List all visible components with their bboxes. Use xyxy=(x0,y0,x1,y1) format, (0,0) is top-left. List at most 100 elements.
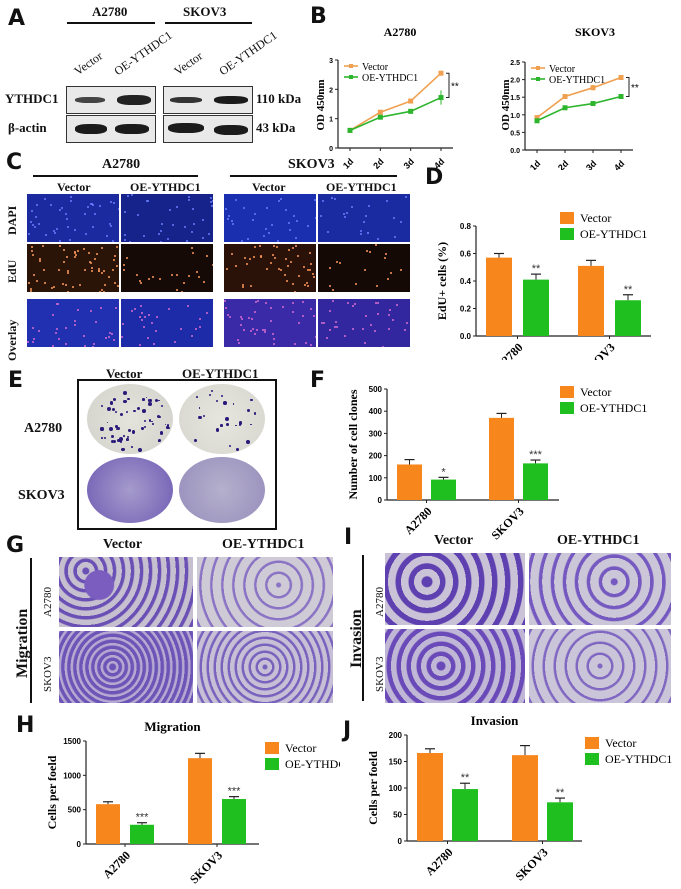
plate-skov3-vector xyxy=(87,457,173,523)
edu-image-edu-4 xyxy=(317,243,411,293)
svg-text:Vector: Vector xyxy=(605,736,636,750)
svg-text:***: *** xyxy=(228,786,242,798)
svg-text:0.6: 0.6 xyxy=(460,250,472,259)
svg-text:300: 300 xyxy=(369,429,383,438)
svg-text:4d: 4d xyxy=(612,158,627,170)
c-row-dapi: DAPI xyxy=(5,205,19,235)
svg-text:Vector: Vector xyxy=(580,385,611,399)
svg-text:**: ** xyxy=(451,81,459,92)
svg-text:SKOV3: SKOV3 xyxy=(579,340,617,360)
edu-image-edu-2 xyxy=(120,243,214,293)
edu-image-overlay-2 xyxy=(120,298,214,348)
svg-text:**: ** xyxy=(631,83,639,94)
svg-text:1500: 1500 xyxy=(63,737,81,746)
migration-a2780-vector xyxy=(58,556,194,628)
svg-text:**: ** xyxy=(556,787,565,799)
invasion-a2780-vector xyxy=(384,552,526,626)
svg-text:0.8: 0.8 xyxy=(460,222,472,231)
panel-label-a: A xyxy=(8,6,26,31)
edu-image-overlay-1 xyxy=(26,298,120,348)
panel-label-d: D xyxy=(425,165,444,190)
svg-text:1: 1 xyxy=(329,117,333,124)
y-axis-label: OD 450nm xyxy=(315,79,327,130)
blot-cell-line-a2780: A2780 xyxy=(92,4,128,19)
g-col-oe: OE-YTHDC1 xyxy=(222,537,305,552)
svg-text:Cells per foeld: Cells per foeld xyxy=(45,755,59,829)
e-col-vector: Vector xyxy=(106,366,143,381)
panel-label-h: H xyxy=(16,713,35,738)
c-row-edu: EdU xyxy=(5,259,19,283)
svg-text:1000: 1000 xyxy=(63,771,81,780)
svg-text:Vector: Vector xyxy=(285,741,316,755)
edu-image-dapi-3 xyxy=(223,193,317,243)
svg-text:2d: 2d xyxy=(371,156,386,170)
blot-skov3-ythdc1 xyxy=(163,86,253,114)
svg-text:OE-YTHDC1: OE-YTHDC1 xyxy=(605,752,672,766)
svg-text:500: 500 xyxy=(369,385,383,394)
svg-text:0.0: 0.0 xyxy=(460,332,472,341)
svg-text:1.5: 1.5 xyxy=(510,95,520,102)
lane-label-1: Vector xyxy=(71,48,106,79)
c-col-vector-1: Vector xyxy=(57,180,91,194)
svg-text:0: 0 xyxy=(378,496,383,505)
svg-text:SKOV3: SKOV3 xyxy=(512,845,550,883)
chart-f: Number of cell clones 0 100 200 300 400 500 * A2… xyxy=(346,385,647,540)
blot-row-label-actin: β-actin xyxy=(8,120,47,135)
blot-skov3-actin xyxy=(163,115,253,143)
svg-text:**: ** xyxy=(461,772,470,784)
svg-text:100: 100 xyxy=(389,784,403,793)
svg-text:2: 2 xyxy=(329,87,333,94)
blot-a2780-actin xyxy=(66,115,156,143)
svg-text:0.0: 0.0 xyxy=(510,148,520,155)
invasion-skov3-oe xyxy=(528,628,672,704)
edu-image-dapi-1 xyxy=(26,193,120,243)
y-axis-label: OD 450nm xyxy=(500,79,512,130)
blot-a2780-ythdc1 xyxy=(66,86,156,114)
chart-title: A2780 xyxy=(384,25,417,39)
svg-text:0: 0 xyxy=(77,840,82,849)
svg-text:A2780: A2780 xyxy=(423,845,456,878)
e-row-skov3: SKOV3 xyxy=(18,488,65,503)
svg-text:150: 150 xyxy=(389,758,403,767)
svg-text:2d: 2d xyxy=(556,158,571,170)
panel-label-i: I xyxy=(344,525,353,550)
svg-text:OE-YTHDC1: OE-YTHDC1 xyxy=(549,75,605,86)
panel-label-e: E xyxy=(8,368,24,393)
chart-h: Migration Cells per foeld 0 500 1000 1500 *** A… xyxy=(45,719,340,886)
svg-text:OE-YTHDC1: OE-YTHDC1 xyxy=(580,227,647,241)
g-row-skov3: SKOV3 xyxy=(42,656,54,692)
e-col-oe: OE-YTHDC1 xyxy=(182,366,259,381)
svg-text:*: * xyxy=(441,466,446,478)
blot-size-110: 110 kDa xyxy=(256,91,302,106)
svg-text:**: ** xyxy=(532,263,541,275)
svg-text:***: *** xyxy=(136,812,150,824)
edu-image-dapi-2 xyxy=(120,193,214,243)
svg-text:**: ** xyxy=(624,284,633,296)
svg-text:OE-YTHDC1: OE-YTHDC1 xyxy=(362,73,418,84)
edu-image-edu-1 xyxy=(26,243,120,293)
panel-label-g: G xyxy=(6,533,25,558)
svg-text:Vector: Vector xyxy=(362,62,389,73)
edu-image-edu-3 xyxy=(223,243,317,293)
chart-j: Invasion Cells per foeld 0 50 100 150 200 ** A27… xyxy=(366,713,672,883)
migration-skov3-oe xyxy=(196,630,334,704)
blot-size-43: 43 kDa xyxy=(256,120,296,135)
svg-text:Vector: Vector xyxy=(549,64,576,75)
svg-text:EdU+ cells (%): EdU+ cells (%) xyxy=(435,242,449,320)
panel-label-f: F xyxy=(310,368,326,393)
svg-text:SKOV3: SKOV3 xyxy=(187,848,225,886)
colony-plate-frame xyxy=(77,379,277,530)
invasion-skov3-vector xyxy=(384,628,526,704)
blot-bracket-skov3 xyxy=(165,22,252,24)
panel-label-b: B xyxy=(310,4,327,29)
c-bracket-skov3 xyxy=(230,175,397,177)
svg-text:50: 50 xyxy=(393,811,402,820)
edu-image-dapi-4 xyxy=(317,193,411,243)
lane-label-2: OE-YTHDC1 xyxy=(111,28,175,79)
svg-text:0: 0 xyxy=(398,837,403,846)
c-cell-line-a2780: A2780 xyxy=(102,157,141,172)
lane-label-4: OE-YTHDC1 xyxy=(216,28,280,79)
c-cell-line-skov3: SKOV3 xyxy=(288,157,335,172)
svg-text:A2780: A2780 xyxy=(402,504,435,537)
